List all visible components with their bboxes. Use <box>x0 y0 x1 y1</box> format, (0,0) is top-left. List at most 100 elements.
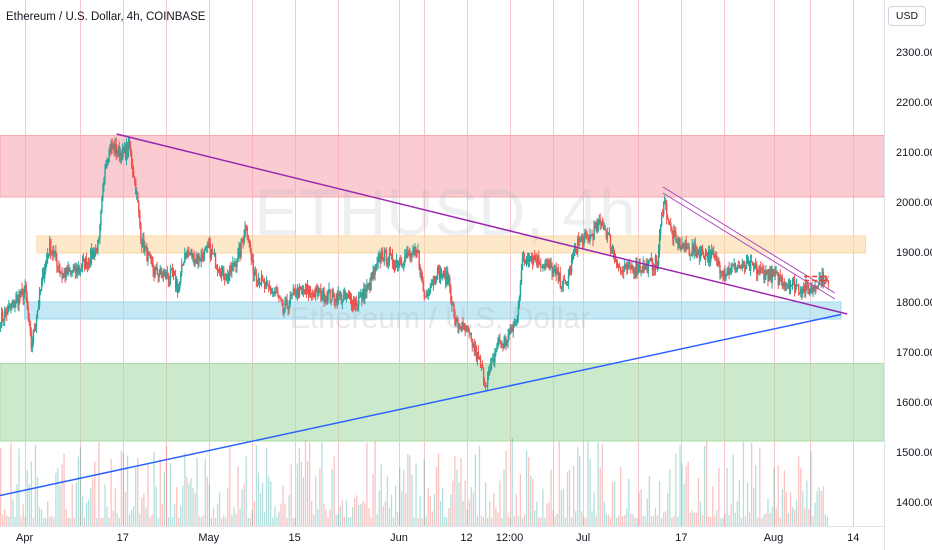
candle-body <box>586 233 588 236</box>
volume-bar <box>669 469 671 526</box>
candle-body <box>112 145 114 148</box>
candle-body <box>413 249 415 252</box>
candle-body <box>134 177 136 180</box>
candle-body <box>536 259 538 266</box>
candle-body <box>658 235 661 251</box>
time-tick-label: 12:00 <box>496 532 524 544</box>
candle-body <box>36 310 39 319</box>
candle-body <box>714 255 716 257</box>
volume-bar <box>294 517 296 526</box>
candle-body <box>767 273 769 282</box>
candle-body <box>54 251 56 253</box>
candle-body <box>302 289 305 292</box>
volume-bar <box>249 517 251 526</box>
candle-body <box>84 258 87 270</box>
candle-body <box>160 268 163 274</box>
price-tick-label: 1400.00 <box>896 497 932 509</box>
candle-body <box>803 285 805 291</box>
candle-body <box>347 295 350 297</box>
candle-body <box>433 276 436 282</box>
candle-body <box>760 267 762 269</box>
candle-body <box>174 275 177 288</box>
dashed-levels[interactable] <box>804 275 829 282</box>
candle-body <box>469 332 472 334</box>
candle-body <box>103 178 105 186</box>
candle-body <box>736 266 739 271</box>
candle-body <box>85 258 88 268</box>
candle-body <box>632 265 634 274</box>
candle-body <box>368 282 370 287</box>
volume-bar <box>343 517 346 526</box>
volume-bar <box>290 464 292 526</box>
candle-body <box>804 285 806 293</box>
candle-body <box>810 286 812 291</box>
candle-body <box>290 294 292 296</box>
volume-bar <box>286 517 288 526</box>
volume-bar <box>349 516 352 526</box>
volume-bar <box>589 459 591 526</box>
candle-body <box>222 266 224 271</box>
volume-bar <box>474 454 477 526</box>
candle-body <box>242 241 244 243</box>
candle-body <box>720 272 722 274</box>
volume-bar <box>227 487 229 526</box>
candle-body <box>409 253 411 257</box>
currency-button[interactable]: USD <box>888 6 926 26</box>
candle-body <box>360 292 362 297</box>
candle-body <box>542 264 544 267</box>
volume-bar <box>364 503 366 526</box>
price-axis[interactable]: 1400.00 1500.00 1600.00 1700.00 1800.00 1900.… <box>896 47 932 509</box>
volume-bar <box>85 502 88 526</box>
candle-body <box>410 253 412 258</box>
volume-bar <box>550 469 552 526</box>
volume-bar <box>773 467 775 526</box>
volume-bar <box>237 466 239 526</box>
candle-body <box>294 289 297 297</box>
volume-bar <box>603 502 605 526</box>
volume-bar <box>710 516 712 526</box>
volume-bar <box>173 504 176 526</box>
volume-bar <box>538 517 540 526</box>
volume-bar <box>325 510 327 526</box>
volume-bar <box>167 517 170 526</box>
volume-bar <box>14 517 16 526</box>
volume-bar <box>8 516 10 526</box>
candle-body <box>140 223 142 240</box>
candle-body <box>12 300 14 304</box>
volume-bar <box>208 484 211 526</box>
time-tick-label: May <box>198 532 219 544</box>
candle-body <box>6 312 8 315</box>
candle-body <box>210 249 213 259</box>
candle-body <box>350 298 353 307</box>
volume-bar <box>255 444 258 526</box>
candle-body <box>507 335 509 343</box>
volume-bar <box>534 510 536 526</box>
volume-bar <box>118 517 120 526</box>
volume-bar <box>313 514 315 526</box>
volume-bar <box>730 504 732 526</box>
trendlines[interactable] <box>0 133 848 497</box>
candle-body <box>461 322 463 331</box>
volume-bar <box>257 472 260 526</box>
volume-bar <box>789 492 792 526</box>
volume-bar <box>130 510 133 526</box>
candle-body <box>108 150 110 162</box>
candle-body <box>80 267 83 270</box>
candle-body <box>541 266 543 268</box>
candle-body <box>408 253 410 257</box>
candle-body <box>774 272 776 277</box>
volume-bar <box>521 517 524 526</box>
candle-body <box>759 267 761 272</box>
candle-body <box>192 253 194 259</box>
candle-body <box>519 284 522 298</box>
candle-body <box>318 290 320 296</box>
volume-bar <box>615 517 618 526</box>
candle-body <box>404 255 406 264</box>
volume-bar <box>376 513 378 526</box>
time-axis[interactable]: Apr 17 May 15 Jun 12 12:00 Jul 17 Aug 14 <box>16 532 859 544</box>
volume-bar <box>202 515 204 526</box>
candle-body <box>593 226 595 240</box>
candle-body <box>87 261 90 264</box>
candle-body <box>616 265 619 267</box>
